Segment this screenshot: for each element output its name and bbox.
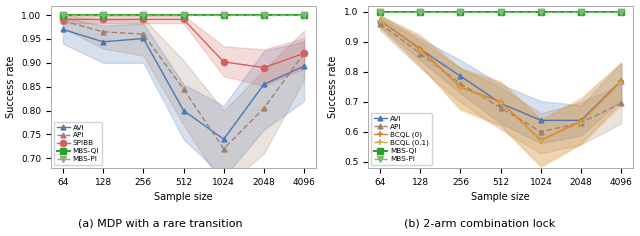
AVI <box>300 65 308 67</box>
API <box>180 88 188 90</box>
MBS-PI <box>300 14 308 17</box>
MBS-PI <box>618 10 625 13</box>
MBS-QI <box>180 14 188 17</box>
BCQL (0) <box>537 139 545 142</box>
BCQL (0.1) <box>497 102 504 105</box>
AVI <box>99 40 107 43</box>
AVI <box>140 37 147 40</box>
Line: AVI: AVI <box>61 27 307 142</box>
API <box>417 52 424 55</box>
Line: BCQL (0): BCQL (0) <box>377 17 625 144</box>
MBS-PI <box>220 14 228 17</box>
BCQL (0) <box>497 100 504 103</box>
MBS-QI <box>300 14 308 17</box>
MBS-QI <box>59 14 67 17</box>
BCQL (0) <box>618 79 625 82</box>
Line: AVI: AVI <box>378 18 623 123</box>
BCQL (0.1) <box>457 87 465 90</box>
AVI <box>417 48 424 51</box>
AVI <box>220 138 228 141</box>
API <box>376 22 384 25</box>
Legend: AVI, API, BCQL (0), BCQL (0.1), MBS-QI, MBS-PI: AVI, API, BCQL (0), BCQL (0.1), MBS-QI, … <box>371 113 431 165</box>
SPIBB <box>99 18 107 21</box>
MBS-QI <box>99 14 107 17</box>
Line: MBS-PI: MBS-PI <box>377 8 625 15</box>
MBS-PI <box>140 14 147 17</box>
BCQL (0) <box>417 48 424 51</box>
Line: BCQL (0.1): BCQL (0.1) <box>377 18 625 144</box>
MBS-QI <box>618 10 625 13</box>
Text: (b) 2-arm combination lock: (b) 2-arm combination lock <box>404 219 556 228</box>
Line: MBS-PI: MBS-PI <box>60 12 307 18</box>
MBS-QI <box>220 14 228 17</box>
Line: API: API <box>61 18 307 151</box>
AVI <box>180 109 188 112</box>
SPIBB <box>140 18 147 21</box>
MBS-PI <box>376 10 384 13</box>
BCQL (0.1) <box>618 81 625 84</box>
MBS-QI <box>497 10 504 13</box>
MBS-QI <box>260 14 268 17</box>
BCQL (0) <box>577 120 585 123</box>
API <box>457 82 465 85</box>
API <box>59 19 67 22</box>
MBS-QI <box>537 10 545 13</box>
AVI <box>376 19 384 22</box>
API <box>618 102 625 105</box>
MBS-PI <box>260 14 268 17</box>
Line: MBS-QI: MBS-QI <box>377 8 625 15</box>
X-axis label: Sample size: Sample size <box>471 192 530 202</box>
MBS-PI <box>99 14 107 17</box>
Y-axis label: Success rate: Success rate <box>6 55 15 118</box>
BCQL (0) <box>457 86 465 89</box>
MBS-QI <box>376 10 384 13</box>
MBS-PI <box>180 14 188 17</box>
SPIBB <box>220 60 228 63</box>
MBS-PI <box>417 10 424 13</box>
Line: API: API <box>378 21 623 134</box>
BCQL (0.1) <box>577 121 585 124</box>
Line: SPIBB: SPIBB <box>60 16 307 71</box>
SPIBB <box>300 52 308 55</box>
MBS-QI <box>140 14 147 17</box>
SPIBB <box>180 18 188 21</box>
MBS-QI <box>417 10 424 13</box>
MBS-PI <box>497 10 504 13</box>
BCQL (0.1) <box>417 49 424 52</box>
AVI <box>497 102 504 105</box>
AVI <box>59 28 67 31</box>
Line: MBS-QI: MBS-QI <box>60 12 307 18</box>
API <box>577 121 585 124</box>
Y-axis label: Success rate: Success rate <box>328 55 339 118</box>
AVI <box>457 75 465 78</box>
MBS-QI <box>457 10 465 13</box>
SPIBB <box>59 18 67 21</box>
BCQL (0.1) <box>376 20 384 23</box>
API <box>537 130 545 133</box>
API <box>497 106 504 109</box>
AVI <box>537 119 545 122</box>
BCQL (0) <box>376 19 384 22</box>
Text: (a) MDP with a rare transition: (a) MDP with a rare transition <box>77 219 243 228</box>
AVI <box>577 119 585 122</box>
API <box>99 30 107 33</box>
MBS-PI <box>59 14 67 17</box>
MBS-PI <box>457 10 465 13</box>
SPIBB <box>260 66 268 69</box>
API <box>300 52 308 55</box>
Legend: AVI, API, SPIBB, MBS-QI, MBS-PI: AVI, API, SPIBB, MBS-QI, MBS-PI <box>54 122 102 165</box>
BCQL (0.1) <box>537 139 545 142</box>
API <box>140 33 147 36</box>
MBS-QI <box>577 10 585 13</box>
AVI <box>618 79 625 82</box>
X-axis label: Sample size: Sample size <box>154 192 213 202</box>
MBS-PI <box>537 10 545 13</box>
API <box>220 147 228 150</box>
API <box>260 107 268 110</box>
MBS-PI <box>577 10 585 13</box>
AVI <box>260 83 268 86</box>
